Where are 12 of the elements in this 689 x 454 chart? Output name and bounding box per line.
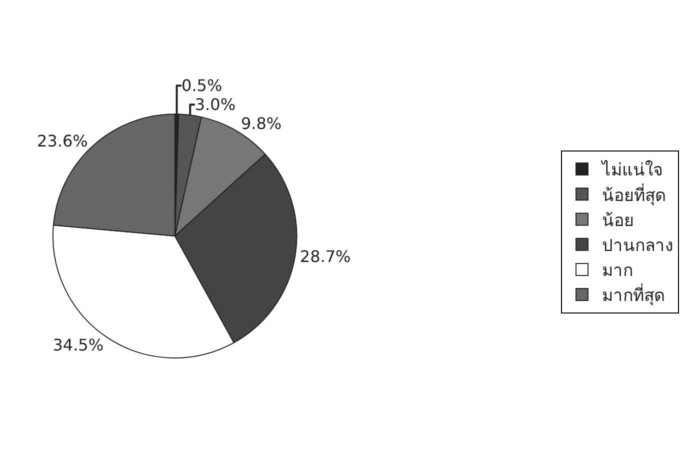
legend-label: ปานกลาง xyxy=(602,236,673,256)
legend-label: น้อยที่สุด xyxy=(602,182,666,206)
data-label: 23.6% xyxy=(37,131,88,150)
legend-label: น้อย xyxy=(602,210,634,231)
data-label: 0.5% xyxy=(182,76,222,96)
data-label: 28.7% xyxy=(300,246,351,266)
legend-label: มากที่สุด xyxy=(602,283,665,306)
legend-label: ไม่แน่ใจ xyxy=(600,160,663,181)
data-label: 34.5% xyxy=(52,335,104,354)
data-label: 3.0% xyxy=(194,95,236,114)
legend-label: มาก xyxy=(602,261,633,282)
data-label: 9.8% xyxy=(240,114,282,134)
